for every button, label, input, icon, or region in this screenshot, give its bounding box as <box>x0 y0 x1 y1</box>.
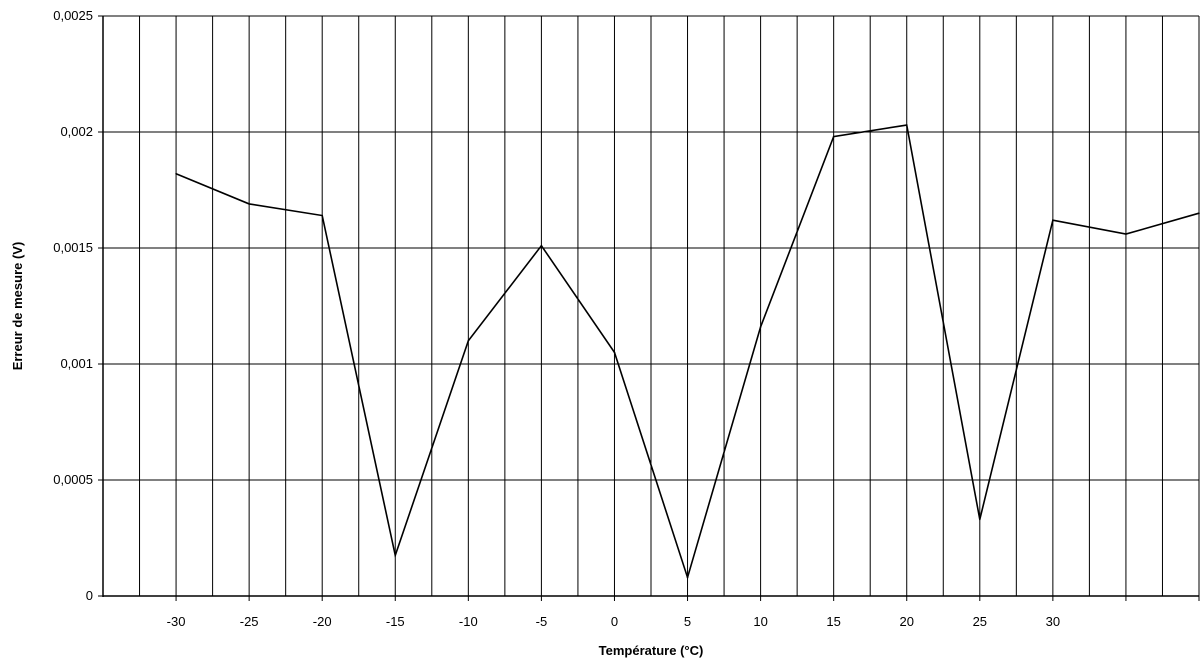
x-tick-label: -5 <box>536 614 548 629</box>
x-tick-label: 15 <box>826 614 840 629</box>
x-tick-label: -15 <box>386 614 405 629</box>
data-point <box>1125 233 1127 235</box>
data-point <box>759 326 762 328</box>
tick-labels: 0 0,0005 0,001 0,0015 0,002 0,0025 -30 -25 -20 -1… <box>53 8 1060 629</box>
x-tick-label: -10 <box>459 614 478 629</box>
x-tick-label: 30 <box>1046 614 1060 629</box>
data-point <box>394 554 397 557</box>
gridlines <box>103 15 1200 597</box>
x-tick-label: 10 <box>753 614 767 629</box>
data-point <box>1198 212 1200 214</box>
x-tick-label: -30 <box>167 614 186 629</box>
y-tick-label: 0 <box>86 588 93 603</box>
y-tick-label: 0,0025 <box>53 8 93 23</box>
x-tick-label: 20 <box>899 614 913 629</box>
y-tick-label: 0,0015 <box>53 240 93 255</box>
axes <box>98 15 1200 601</box>
data-point <box>1052 219 1054 221</box>
data-point <box>540 244 543 247</box>
data-point <box>905 124 908 126</box>
x-tick-label: -20 <box>313 614 332 629</box>
data-point <box>832 135 835 138</box>
data-point <box>979 518 981 521</box>
data-point <box>248 203 250 205</box>
y-axis-title: Erreur de mesure (V) <box>10 242 25 371</box>
data-point <box>686 576 689 579</box>
y-tick-label: 0,002 <box>60 124 93 139</box>
y-tick-label: 0,0005 <box>53 472 93 487</box>
data-point <box>467 340 470 342</box>
x-axis-title: Température (°C) <box>599 643 704 658</box>
series-layer <box>175 124 1200 581</box>
data-point <box>175 172 177 175</box>
data-point <box>613 351 616 354</box>
y-tick-label: 0,001 <box>60 356 93 371</box>
x-tick-label: 25 <box>973 614 987 629</box>
data-point <box>321 214 324 217</box>
x-tick-label: -25 <box>240 614 259 629</box>
x-tick-label: 5 <box>684 614 691 629</box>
x-tick-label: 0 <box>611 614 618 629</box>
